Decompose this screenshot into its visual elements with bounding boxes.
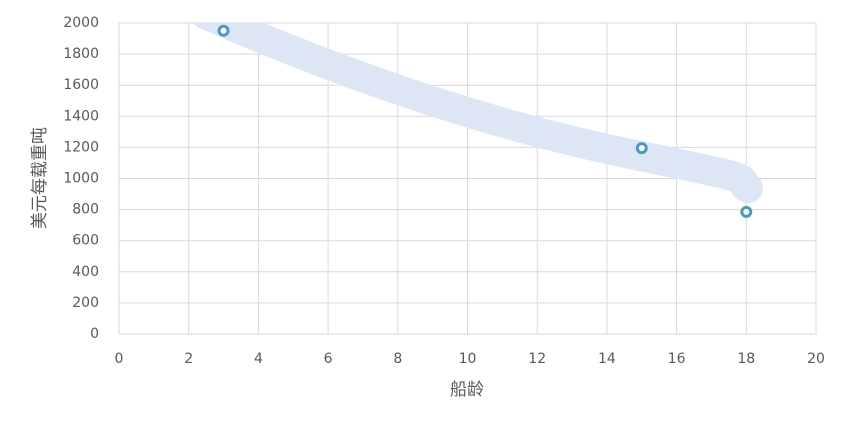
y-tick-label: 200 [72, 295, 99, 311]
point [740, 205, 753, 218]
y-tick-label: 0 [90, 326, 99, 342]
trend-band [193, 23, 763, 203]
x-axis-label: 船龄 [450, 380, 484, 400]
point [635, 142, 648, 155]
y-tick-label: 600 [72, 233, 99, 249]
y-tick-label: 1600 [63, 77, 99, 93]
y-tick-label: 2000 [63, 15, 99, 31]
y-axis-label: 美元每载重吨 [30, 127, 50, 229]
y-tick-label: 1400 [63, 108, 99, 124]
y-tick-label: 400 [72, 264, 99, 280]
x-tick-label: 8 [393, 351, 402, 367]
x-tick-label: 16 [668, 351, 686, 367]
x-tick-label: 18 [737, 351, 755, 367]
x-tick-label: 20 [807, 351, 825, 367]
point [217, 24, 230, 37]
x-tick-label: 14 [598, 351, 616, 367]
y-tick-label: 800 [72, 202, 99, 218]
x-tick-label: 12 [528, 351, 546, 367]
x-tick-label: 0 [115, 351, 124, 367]
x-tick-label: 2 [184, 351, 193, 367]
x-tick-label: 10 [459, 351, 477, 367]
x-tick-label: 6 [324, 351, 333, 367]
x-tick-label: 4 [254, 351, 263, 367]
y-tick-label: 1200 [63, 139, 99, 155]
y-tick-label: 1800 [63, 46, 99, 62]
y-tick-label: 1000 [63, 171, 99, 187]
